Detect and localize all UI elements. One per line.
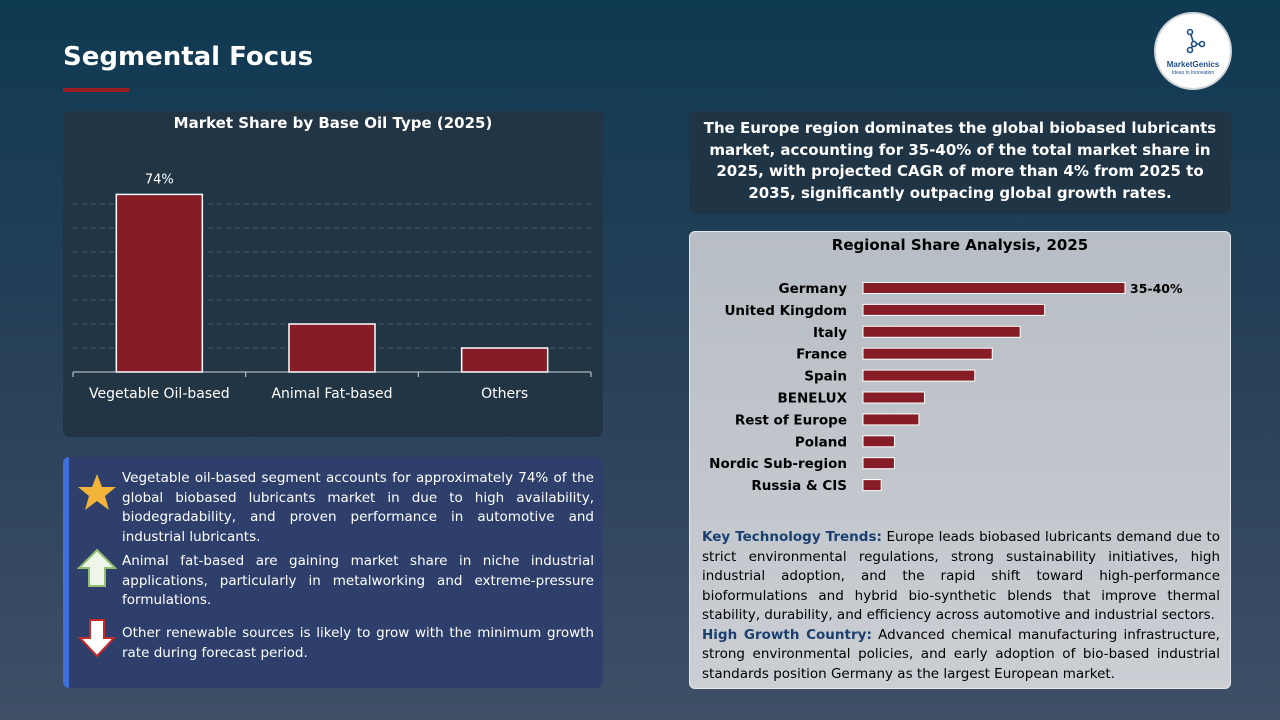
summary-text: The Europe region dominates the global b…	[703, 119, 1217, 202]
regional-chart-title: Regional Share Analysis, 2025	[831, 236, 1089, 254]
segment-insights-panel: Vegetable oil-based segment accounts for…	[63, 457, 603, 688]
base-oil-chart-title: Market Share by Base Oil Type (2025)	[173, 114, 493, 132]
hbar	[862, 391, 925, 404]
bullet-text: Other renewable sources is likely to gro…	[122, 625, 594, 661]
y-tick-label: BENELUX	[777, 391, 847, 407]
bar	[460, 347, 549, 373]
trend-heading-technology: Key Technology Trends:	[702, 529, 882, 545]
hbar	[862, 457, 895, 470]
regional-hbar-chart: Germany 35-40% United Kingdom Italy France Sp…	[709, 281, 1183, 494]
y-tick-label: Spain	[804, 369, 847, 385]
base-oil-chart-panel: Market Share by Base Oil Type (2025) Veg…	[63, 111, 603, 437]
bullet-text: Vegetable oil-based segment accounts for…	[122, 470, 594, 545]
bullet-text: Animal fat-based are gaining market shar…	[122, 553, 594, 608]
company-logo: MarketGenics Ideas to Innovation	[1154, 12, 1232, 90]
arrow-down-icon	[77, 619, 117, 658]
network-icon	[1186, 28, 1206, 54]
hbar	[862, 479, 882, 492]
regional-share-panel: Regional Share Analysis, 2025 Germany 35-…	[689, 231, 1231, 689]
y-tick-label: Rest of Europe	[735, 412, 847, 428]
logo-tagline: Ideas to Innovation	[1171, 70, 1215, 76]
bar	[288, 323, 376, 373]
page-title: Segmental Focus	[63, 42, 314, 72]
x-tick-label: Others	[481, 386, 528, 402]
star-icon	[78, 474, 116, 510]
hbar	[862, 435, 895, 448]
y-tick-label: France	[796, 347, 847, 363]
x-tick-label: Animal Fat-based	[271, 386, 392, 402]
europe-summary-box: The Europe region dominates the global b…	[689, 111, 1231, 214]
hbar	[862, 325, 1021, 338]
y-tick-label: Russia & CIS	[751, 478, 847, 494]
hbar	[862, 282, 1126, 294]
hbar	[862, 369, 976, 382]
data-label: 35-40%	[1130, 281, 1183, 296]
arrow-up-icon	[77, 548, 117, 587]
trends-text: Key Technology Trends: Europe leads biob…	[702, 528, 1220, 684]
y-tick-label: Germany	[779, 281, 848, 297]
y-tick-label: Nordic Sub-region	[709, 456, 847, 472]
logo-name: MarketGenics	[1166, 60, 1220, 69]
trend-text-growth: Advanced chemical manufacturing infrastr…	[702, 626, 1220, 682]
data-label: 74%	[145, 172, 174, 187]
trend-text-technology: Europe leads biobased lubricants demand …	[702, 529, 1220, 623]
title-underline	[63, 88, 129, 92]
trend-heading-growth: High Growth Country:	[702, 626, 872, 643]
x-tick-label: Vegetable Oil-based	[89, 386, 230, 402]
hbar	[862, 303, 1046, 316]
base-oil-bar-chart: Vegetable Oil-based 74% Animal Fat-based Ot…	[72, 172, 592, 402]
bar	[115, 193, 204, 373]
hbar	[862, 413, 920, 426]
y-tick-label: Poland	[795, 434, 847, 450]
y-tick-label: United Kingdom	[724, 303, 847, 319]
y-tick-label: Italy	[813, 325, 847, 341]
hbar	[862, 347, 993, 360]
